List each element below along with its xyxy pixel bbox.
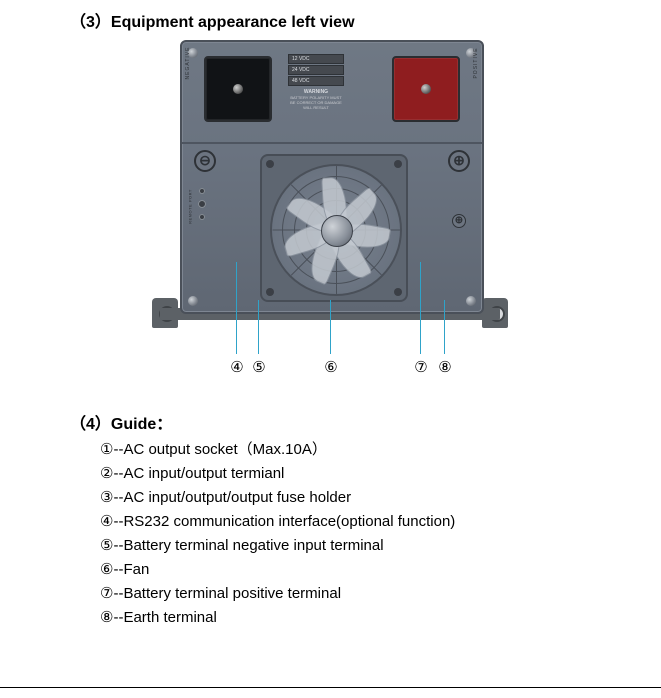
section4-heading: （4）Guide：: [70, 410, 172, 434]
page-rule: [0, 687, 661, 688]
guide-item-number: ④: [100, 510, 113, 534]
screw-icon: [466, 296, 476, 306]
voltage-row: 24 VDC: [288, 65, 344, 75]
guide-item-text: --Battery terminal positive terminal: [113, 585, 341, 602]
guide-item-text: --RS232 communication interface(optional…: [113, 513, 455, 530]
section3-heading: （3）Equipment appearance left view: [70, 8, 355, 32]
negative-side-label: NEGATIVE: [185, 40, 191, 91]
callout-leader-line: [330, 300, 331, 354]
voltage-row: 48 VDC: [288, 76, 344, 86]
port-dot-icon: [199, 214, 205, 220]
screw-icon: [188, 296, 198, 306]
chassis: NEGATIVE POSITIVE 12 VDC 24 VDC 48 VDC W…: [180, 40, 484, 314]
callout-number: ④: [228, 358, 246, 376]
guide-item: ⑤--Battery terminal negative input termi…: [100, 534, 455, 558]
guide-item-number: ③: [100, 486, 113, 510]
guide-list: ①--AC output socket（Max.10A）②--AC input/…: [100, 438, 455, 630]
guide-item-number: ⑧: [100, 606, 113, 630]
equipment-figure: NEGATIVE POSITIVE 12 VDC 24 VDC 48 VDC W…: [160, 40, 500, 340]
battery-terminal-positive: [392, 56, 460, 122]
fan-housing: [260, 154, 408, 302]
guide-item-text: --Battery terminal negative input termin…: [113, 537, 383, 554]
positive-side-label: POSITIVE: [473, 40, 479, 91]
guide-item: ⑥--Fan: [100, 558, 455, 582]
guide-item: ③--AC input/output/output fuse holder: [100, 486, 455, 510]
guide-item-text: --AC output socket（Max.10A）: [113, 441, 326, 458]
fan-hub-icon: [321, 215, 353, 247]
earth-plus-icon: ⊕: [452, 214, 466, 228]
guide-item-text: --AC input/output termianl: [113, 465, 284, 482]
remote-port-label: REMOTE PORT: [188, 179, 193, 235]
guide-item: ④--RS232 communication interface(optiona…: [100, 510, 455, 534]
callout-leader-line: [236, 262, 237, 354]
battery-terminal-negative: [204, 56, 272, 122]
callout-leader-line: [258, 300, 259, 354]
guide-item-number: ⑤: [100, 534, 113, 558]
guide-item-number: ①: [100, 438, 113, 462]
rs232-port-group: [196, 182, 208, 226]
polarity-plus-icon: ⊕: [448, 150, 470, 172]
guide-item-number: ⑥: [100, 558, 113, 582]
warning-text: BATTERY POLARITY MUST BE CORRECT OR DAMA…: [288, 95, 344, 110]
callout-number: ⑥: [322, 358, 340, 376]
guide-item: ⑦--Battery terminal positive terminal: [100, 582, 455, 606]
guide-item: ⑧--Earth terminal: [100, 606, 455, 630]
callout-number: ⑤: [250, 358, 268, 376]
guide-item-number: ⑦: [100, 582, 113, 606]
guide-item-number: ②: [100, 462, 113, 486]
guide-item-text: --Earth terminal: [113, 609, 216, 626]
fan-ring: [270, 164, 402, 296]
guide-item: ①--AC output socket（Max.10A）: [100, 438, 455, 462]
guide-item: ②--AC input/output termianl: [100, 462, 455, 486]
guide-item-text: --Fan: [113, 561, 149, 578]
callout-leader-line: [444, 300, 445, 354]
page: （3）Equipment appearance left view NEGATI…: [0, 0, 661, 698]
callout-number: ⑦: [412, 358, 430, 376]
polarity-minus-icon: ⊖: [194, 150, 216, 172]
port-dot-icon: [198, 200, 206, 208]
guide-item-text: --AC input/output/output fuse holder: [113, 489, 351, 506]
callout-number: ⑧: [436, 358, 454, 376]
voltage-row: 12 VDC: [288, 54, 344, 64]
port-dot-icon: [199, 188, 205, 194]
callout-leader-line: [420, 262, 421, 354]
voltage-warning-label: 12 VDC 24 VDC 48 VDC WARNING BATTERY POL…: [288, 54, 344, 110]
